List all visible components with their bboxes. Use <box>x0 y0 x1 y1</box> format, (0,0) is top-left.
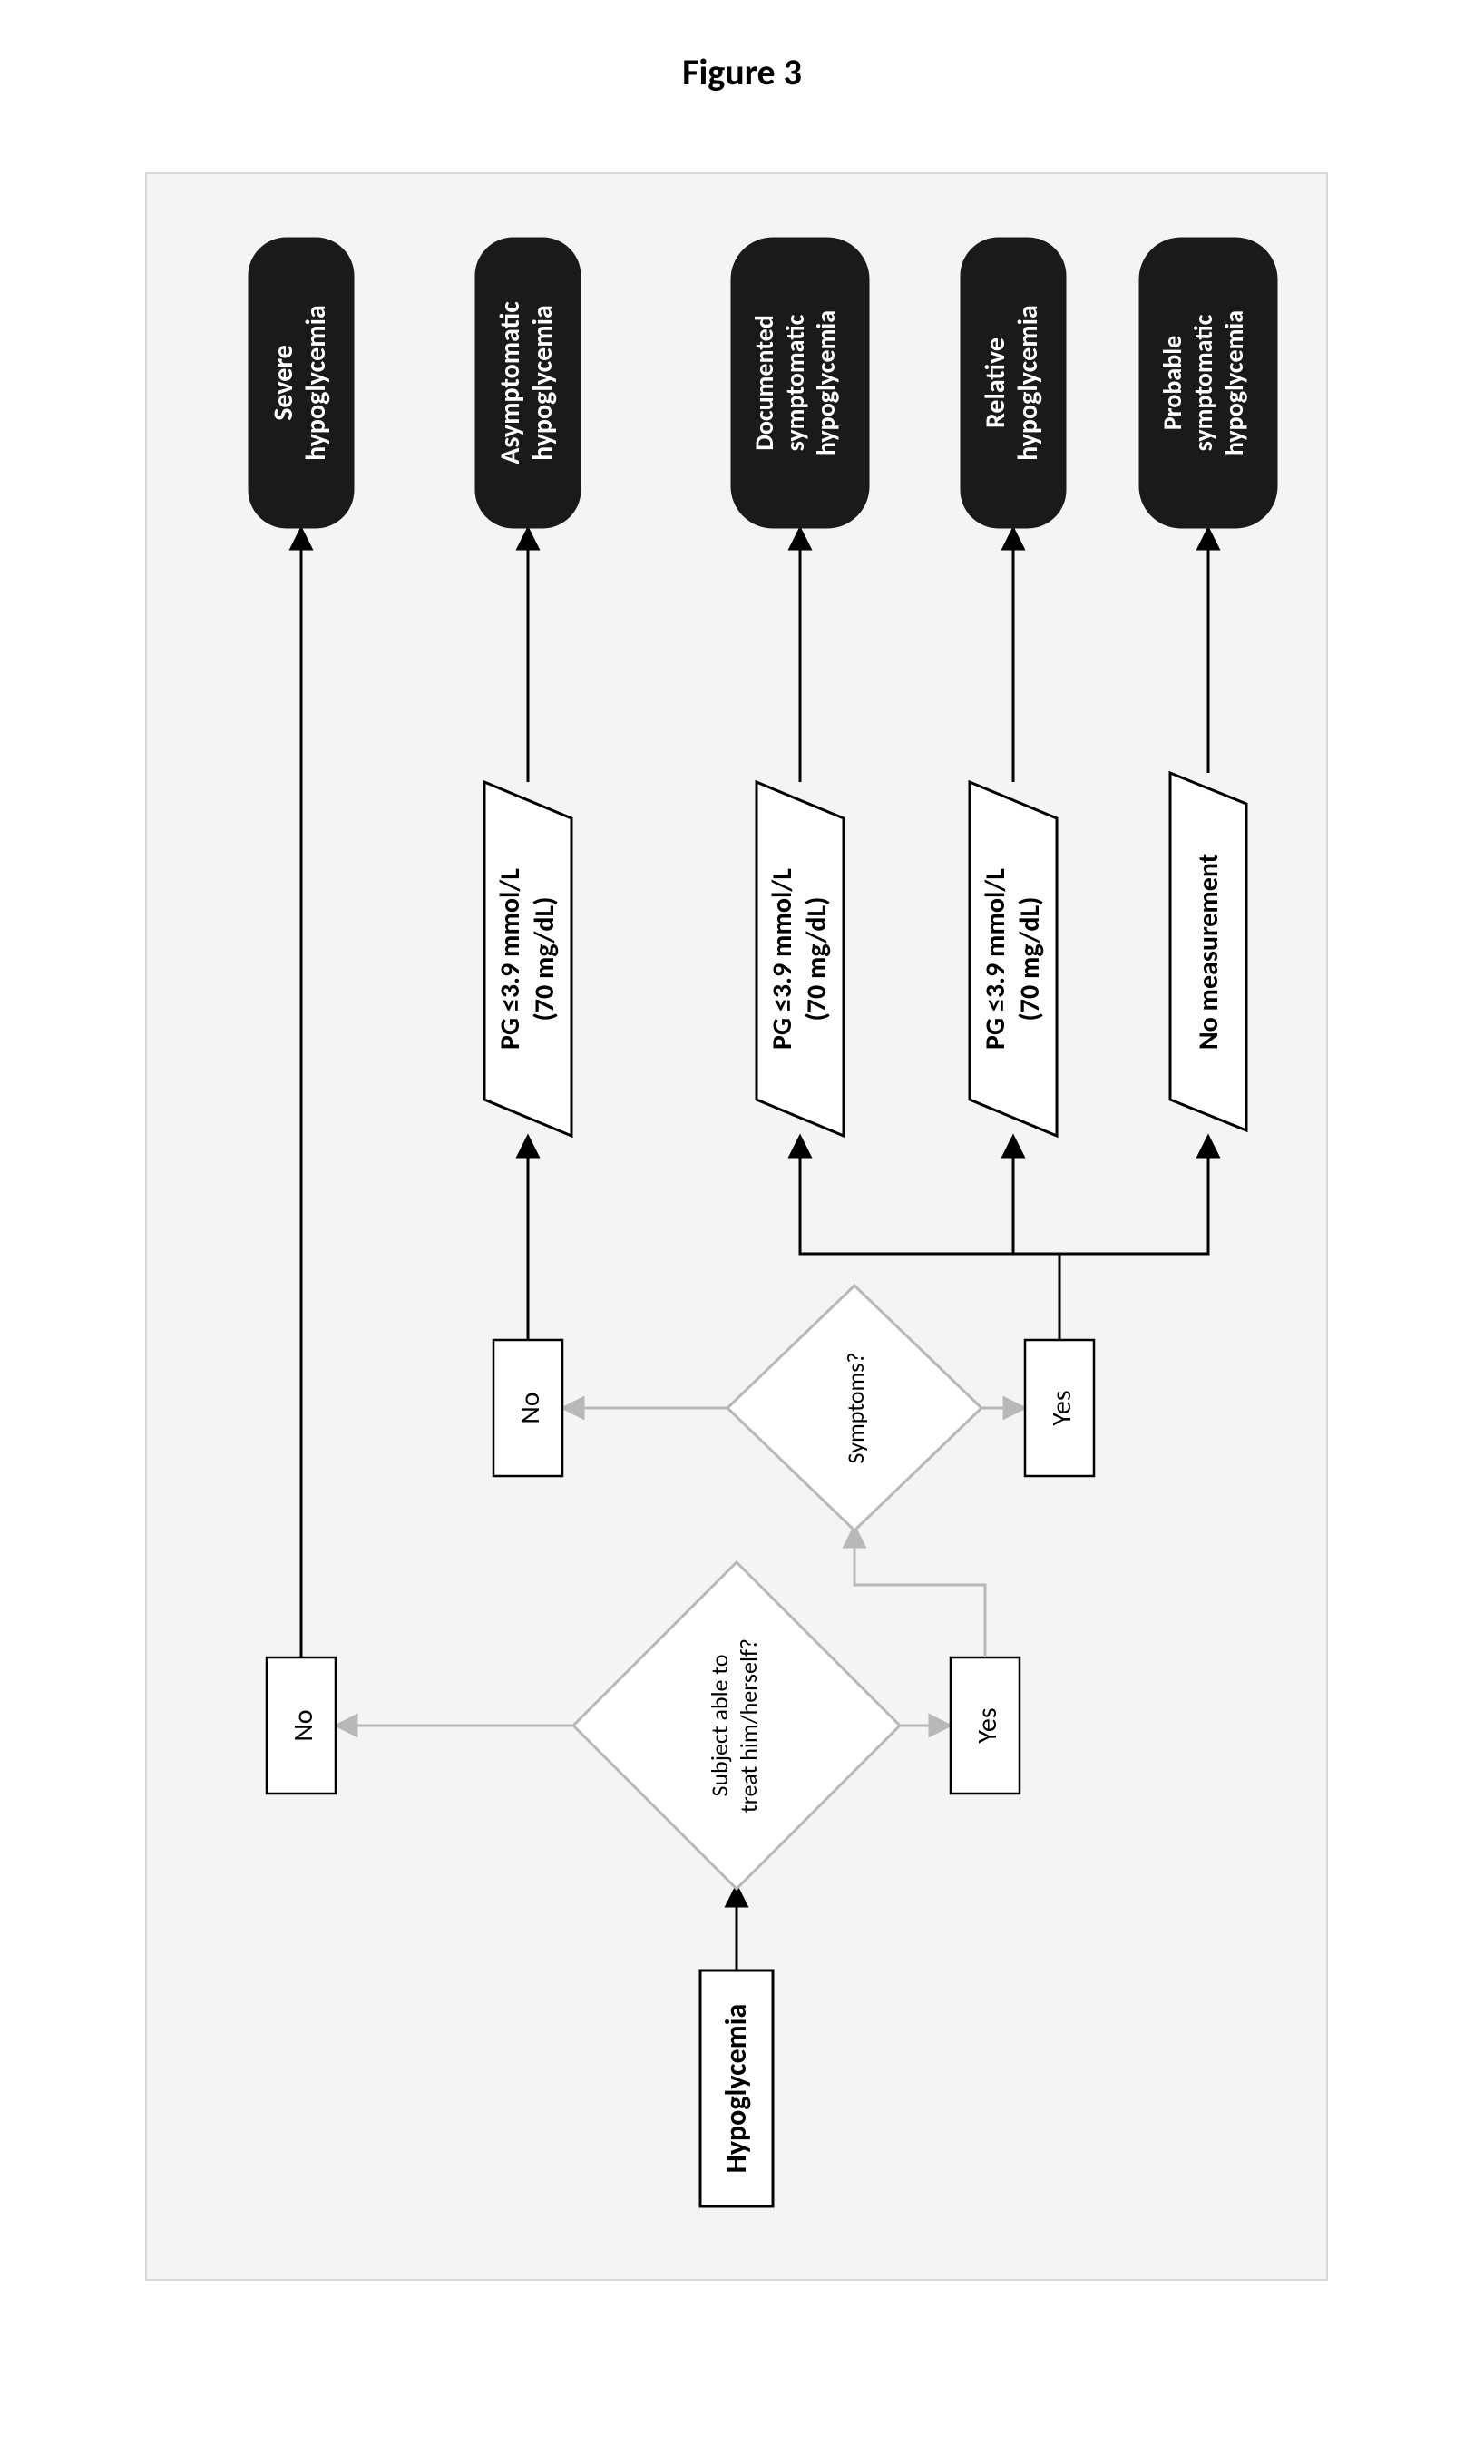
branch-no-1-label: No <box>287 1709 320 1741</box>
pg-row4-l1: PG ≤3.9 mmol/L <box>979 868 1012 1050</box>
flowchart-wrapper: Hypoglycemia Subject able to treat him/h… <box>147 174 1326 2279</box>
pg-row2-l2: (70 mg/dL) <box>528 896 561 1021</box>
pg-row3-l1: PG ≤3.9 mmol/L <box>766 868 799 1050</box>
edge-yes2-nm <box>1059 1138 1208 1340</box>
t-rel-l2: hypoglycemia <box>1011 305 1045 461</box>
terminal-severe: Severe hypoglycemia <box>249 238 354 528</box>
edge-yes2-pg4 <box>1013 1138 1059 1340</box>
t-prob-l1: Probable <box>1157 336 1188 430</box>
decision-symptoms: Symptoms? <box>727 1286 981 1530</box>
terminal-probable: Probable symptomatic hypoglycemia <box>1139 238 1277 528</box>
branch-yes-1: Yes <box>951 1657 1020 1794</box>
terminal-relative: Relative hypoglycemia <box>961 238 1066 528</box>
branch-yes-2-label: Yes <box>1045 1390 1079 1425</box>
para-pg-row2: PG ≤3.9 mmol/L (70 mg/dL) <box>484 782 571 1136</box>
terminal-asymptomatic: Asymptomatic hypoglycemia <box>475 238 581 528</box>
diagram-frame: Hypoglycemia Subject able to treat him/h… <box>145 172 1328 2281</box>
branch-yes-1-label: Yes <box>971 1707 1004 1743</box>
d2-label: Symptoms? <box>841 1353 870 1464</box>
t-asym-l1: Asymptomatic <box>493 301 527 464</box>
para-pg-row3: PG ≤3.9 mmol/L (70 mg/dL) <box>757 782 844 1136</box>
nomeasure-label: No measurement <box>1192 854 1225 1050</box>
t-severe-l2: hypoglycemia <box>299 305 333 461</box>
pg-row3-l2: (70 mg/dL) <box>800 896 834 1021</box>
d1-line1: Subject able to <box>705 1654 734 1796</box>
terminal-documented: Documented symptomatic hypoglycemia <box>731 238 869 528</box>
t-doc-l3: hypoglycemia <box>810 310 842 455</box>
edge-yes1-d2 <box>854 1528 985 1657</box>
t-doc-l1: Documented <box>748 315 780 451</box>
t-rel-l1: Relative <box>979 337 1012 428</box>
para-pg-row4: PG ≤3.9 mmol/L (70 mg/dL) <box>970 782 1057 1136</box>
para-nomeasure: No measurement <box>1170 773 1246 1130</box>
decision-self-treat: Subject able to treat him/herself? <box>573 1562 900 1889</box>
t-doc-l2: symptomatic <box>779 314 811 451</box>
t-prob-l3: hypoglycemia <box>1218 310 1250 455</box>
t-asym-l2: hypoglycemia <box>526 305 560 461</box>
page: Figure 3 Hypoglycemia <box>0 0 1484 2464</box>
branch-yes-2: Yes <box>1025 1340 1094 1476</box>
d1-line2: treat him/herself? <box>734 1638 763 1813</box>
start-label: Hypoglycemia <box>718 2004 754 2174</box>
branch-no-1: No <box>267 1657 336 1794</box>
figure-title: Figure 3 <box>0 50 1484 94</box>
pg-row2-l1: PG ≤3.9 mmol/L <box>493 868 527 1050</box>
start-node: Hypoglycemia <box>700 1970 773 2206</box>
t-severe-l1: Severe <box>267 345 300 421</box>
t-prob-l2: symptomatic <box>1187 314 1219 451</box>
flowchart-svg: Hypoglycemia Subject able to treat him/h… <box>147 174 1326 2279</box>
branch-no-2-label: No <box>513 1392 547 1423</box>
pg-row4-l2: (70 mg/dL) <box>1013 896 1047 1021</box>
branch-no-2: No <box>493 1340 562 1476</box>
